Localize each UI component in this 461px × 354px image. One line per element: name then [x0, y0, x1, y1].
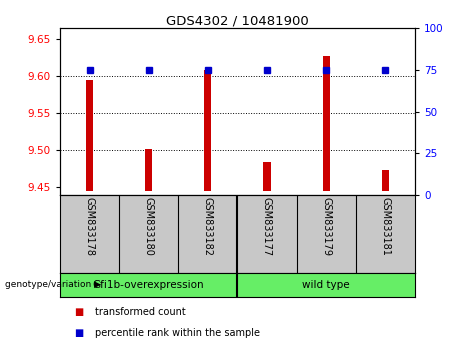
- Text: GSM833182: GSM833182: [203, 197, 213, 256]
- Bar: [204, 70, 212, 191]
- Title: GDS4302 / 10481900: GDS4302 / 10481900: [166, 14, 309, 27]
- Bar: [86, 80, 93, 191]
- Bar: [263, 162, 271, 191]
- Bar: [323, 56, 330, 191]
- Text: percentile rank within the sample: percentile rank within the sample: [95, 328, 260, 338]
- Text: ■: ■: [74, 307, 83, 316]
- Text: GSM833178: GSM833178: [84, 197, 95, 256]
- Bar: [60, 273, 237, 297]
- Text: GSM833180: GSM833180: [144, 197, 154, 256]
- Text: Gfi1b-overexpression: Gfi1b-overexpression: [93, 280, 205, 290]
- Bar: [382, 170, 389, 191]
- Bar: [237, 273, 415, 297]
- Text: GSM833181: GSM833181: [380, 197, 390, 256]
- Text: GSM833179: GSM833179: [321, 197, 331, 256]
- Text: genotype/variation ▶: genotype/variation ▶: [5, 280, 100, 290]
- Bar: [145, 149, 152, 191]
- Text: ■: ■: [74, 328, 83, 338]
- Text: wild type: wild type: [302, 280, 350, 290]
- Text: GSM833177: GSM833177: [262, 197, 272, 256]
- Text: transformed count: transformed count: [95, 307, 185, 316]
